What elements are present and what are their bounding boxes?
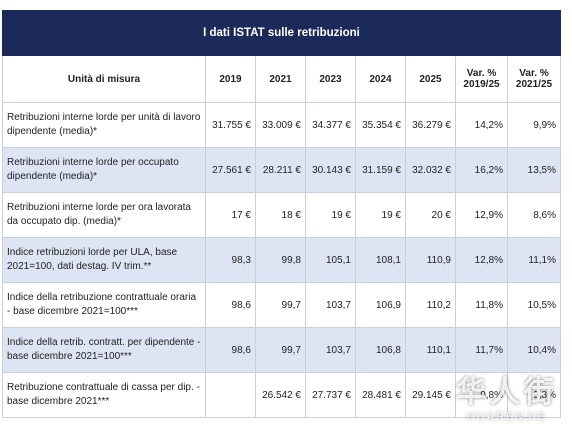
- cell: 13,5%: [507, 147, 561, 193]
- cell: 99,7: [255, 327, 306, 373]
- watermark-logo: 华人街: [456, 376, 558, 409]
- cell: 14,2%: [455, 102, 508, 148]
- header-row: Unità di misura 2019 2021 2023 2024 2025 Var. …: [2, 55, 561, 103]
- table-row: Retribuzioni interne lorde per occupato …: [2, 147, 561, 193]
- cell: 110,1: [405, 327, 456, 373]
- header-cell: 2021: [255, 55, 306, 103]
- cell: 10,4%: [507, 327, 561, 373]
- cell: 28.211 €: [255, 147, 306, 193]
- header-cell: 2024: [355, 55, 406, 103]
- row-label: Indice della retribuzione contrattuale o…: [2, 282, 206, 328]
- cell: 9,9%: [507, 102, 561, 148]
- row-label: Indice della retrib. contratt. per dipen…: [2, 327, 206, 373]
- cell: 34.377 €: [305, 102, 356, 148]
- row-label: Retribuzioni interne lorde per occupato …: [2, 147, 206, 193]
- cell: 8,6%: [507, 192, 561, 238]
- cell: 11,8%: [455, 282, 508, 328]
- table-row: Retribuzioni interne lorde per ora lavor…: [2, 192, 561, 238]
- header-cell: 2023: [305, 55, 356, 103]
- header-cell: Var. % 2019/25: [455, 55, 508, 103]
- table-row: Retribuzione contrattuale di cassa per d…: [2, 372, 561, 418]
- header-cell: Unità di misura: [2, 55, 206, 103]
- cell: 32.032 €: [405, 147, 456, 193]
- cell: 12,9%: [455, 192, 508, 238]
- row-label: Indice retribuzioni lorde per ULA, base …: [2, 237, 206, 283]
- table-body: Unità di misura 2019 2021 2023 2024 2025 Var. …: [2, 55, 561, 418]
- cell: 33.009 €: [255, 102, 306, 148]
- cell: 12,8%: [455, 237, 508, 283]
- table-row: Indice della retrib. contratt. per dipen…: [2, 327, 561, 373]
- cell: 103,7: [305, 282, 356, 328]
- cell: 98,6: [205, 327, 256, 373]
- table-row: Indice retribuzioni lorde per ULA, base …: [2, 237, 561, 283]
- cell: 98,3: [205, 237, 256, 283]
- cell: 9,8%: [507, 372, 561, 418]
- cell: 9,8%: [455, 372, 508, 418]
- cell: 99,7: [255, 282, 306, 328]
- row-label: Retribuzioni interne lorde per unità di …: [2, 102, 206, 148]
- cell: 19 €: [355, 192, 406, 238]
- header-cell: Var. % 2021/25: [507, 55, 561, 103]
- cell: 110,2: [405, 282, 456, 328]
- cell: 35.354 €: [355, 102, 406, 148]
- cell: 28.481 €: [355, 372, 406, 418]
- table-row: Retribuzioni interne lorde per unità di …: [2, 102, 561, 148]
- header-cell: 2025: [405, 55, 456, 103]
- cell: [205, 372, 256, 418]
- cell: 10,5%: [507, 282, 561, 328]
- table-row: Indice della retribuzione contrattuale o…: [2, 282, 561, 328]
- cell: 16,2%: [455, 147, 508, 193]
- cell: 110,9: [405, 237, 456, 283]
- cell: 99,8: [255, 237, 306, 283]
- cell: 106,9: [355, 282, 406, 328]
- cell: 106,8: [355, 327, 406, 373]
- cell: 11,7%: [455, 327, 508, 373]
- cell: 30.143 €: [305, 147, 356, 193]
- cell: 103,7: [305, 327, 356, 373]
- cell: 27.737 €: [305, 372, 356, 418]
- table-title: I dati ISTAT sulle retribuzioni: [2, 10, 561, 56]
- cell: 29.145 €: [405, 372, 456, 418]
- watermark: 华人街 HUARENJIE: [456, 367, 558, 423]
- cell: 105,1: [305, 237, 356, 283]
- cell: 19 €: [305, 192, 356, 238]
- row-label: Retribuzione contrattuale di cassa per d…: [2, 372, 206, 418]
- cell: 18 €: [255, 192, 306, 238]
- cell: 11,1%: [507, 237, 561, 283]
- data-table: I dati ISTAT sulle retribuzioni Unità di…: [2, 10, 561, 418]
- cell: 17 €: [205, 192, 256, 238]
- cell: 31.159 €: [355, 147, 406, 193]
- cell: 20 €: [405, 192, 456, 238]
- cell: 98,6: [205, 282, 256, 328]
- row-label: Retribuzioni interne lorde per ora lavor…: [2, 192, 206, 238]
- cell: 31.755 €: [205, 102, 256, 148]
- cell: 108,1: [355, 237, 406, 283]
- cell: 36.279 €: [405, 102, 456, 148]
- cell: 26.542 €: [255, 372, 306, 418]
- header-cell: 2019: [205, 55, 256, 103]
- watermark-text: HUARENJIE: [466, 411, 548, 423]
- cell: 27.561 €: [205, 147, 256, 193]
